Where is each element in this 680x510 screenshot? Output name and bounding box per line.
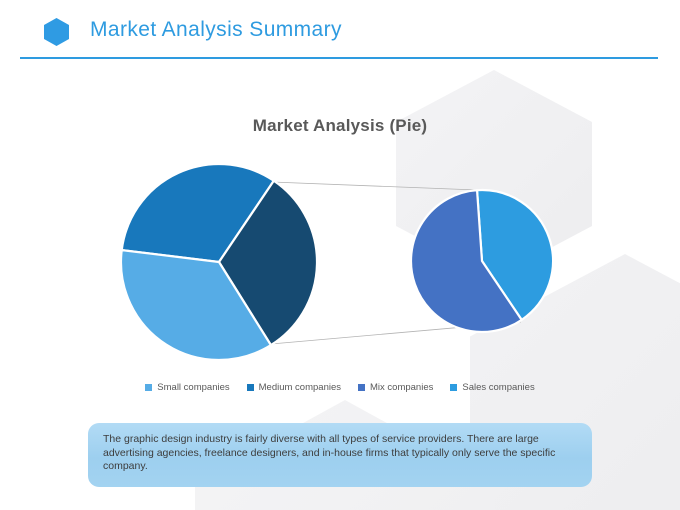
main-pie-slice-medium-companies	[120, 162, 275, 264]
chart-title: Market Analysis (Pie)	[252, 116, 428, 135]
chart-legend: Small companies Medium companies Mix com…	[0, 382, 680, 393]
secondary-pie-slice-mix-companies	[409, 189, 523, 334]
main-pie-slice-small-companies	[119, 248, 273, 362]
legend-label: Sales companies	[462, 382, 535, 393]
note-box: The graphic design industry is fairly di…	[88, 423, 592, 487]
slide-title: Market Analysis Summary	[90, 18, 342, 41]
legend-item-small-companies: Small companies	[145, 382, 230, 393]
legend-swatch	[246, 384, 254, 391]
header-divider	[20, 57, 658, 59]
legend-item-mix-companies: Mix companies	[358, 382, 433, 393]
legend-swatch	[145, 384, 153, 391]
legend-item-sales-companies: Sales companies	[450, 382, 535, 393]
legend-label: Small companies	[157, 382, 230, 393]
legend-swatch	[450, 384, 458, 391]
legend-label: Mix companies	[370, 382, 434, 393]
connector-line	[271, 181, 478, 191]
legend-item-medium-companies: Medium companies	[246, 382, 341, 393]
note-text: The graphic design industry is fairly di…	[103, 433, 556, 473]
legend-swatch	[358, 384, 365, 391]
secondary-pie-slice-sales-companies	[475, 188, 555, 321]
main-pie-slice-other-mix-sales	[217, 179, 319, 347]
legend-label: Medium companies	[258, 382, 341, 393]
